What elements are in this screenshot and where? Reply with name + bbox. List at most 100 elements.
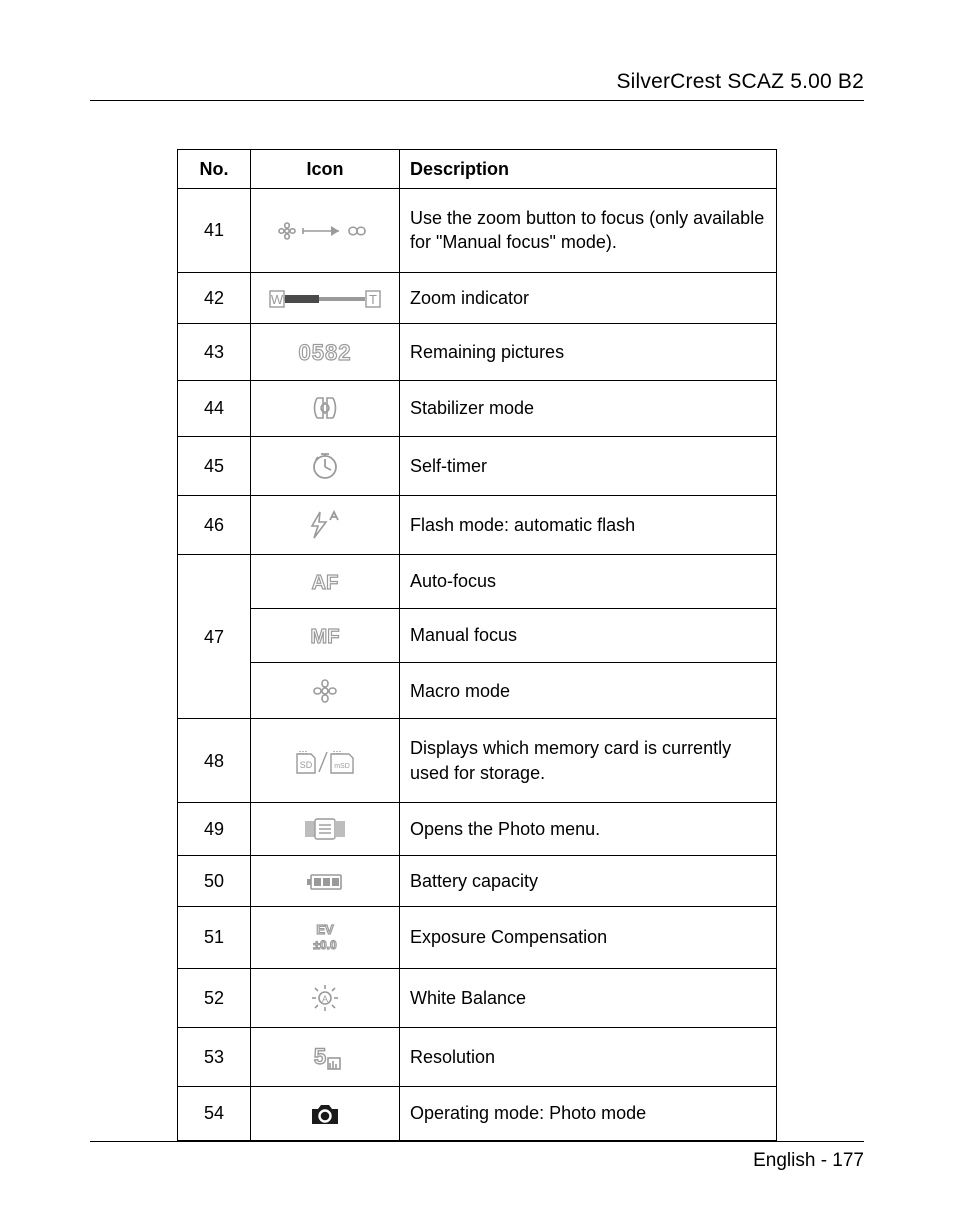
row-no: 50 <box>178 855 251 907</box>
icon-cell <box>251 436 400 495</box>
stabilizer-icon <box>309 394 341 422</box>
counter-value: 0582 <box>299 340 352 365</box>
content-area: No. Icon Description 41 <box>90 101 864 1141</box>
row-no: 48 <box>178 719 251 802</box>
camera-mode-icon <box>309 1101 341 1127</box>
autofocus-icon: AF <box>307 569 343 595</box>
row-no: 45 <box>178 436 251 495</box>
icon-cell <box>251 495 400 554</box>
icon-cell: 0582 <box>251 324 400 380</box>
zoom-indicator-icon: W T <box>269 288 381 310</box>
row-description: Macro mode <box>400 663 777 719</box>
icon-cell: EV ±0.0 <box>251 907 400 969</box>
resolution-label: 5 <box>314 1044 326 1069</box>
table-row: 50 Battery capacity <box>178 855 777 907</box>
svg-text:mSD: mSD <box>334 763 350 770</box>
row-no: 51 <box>178 907 251 969</box>
icon-cell: W T <box>251 272 400 324</box>
photo-menu-icon <box>303 817 347 841</box>
row-no: 42 <box>178 272 251 324</box>
storage-card-icon: SD mSD <box>293 746 357 776</box>
icon-cell <box>251 1086 400 1140</box>
icon-cell <box>251 380 400 436</box>
header: SilverCrest SCAZ 5.00 B2 <box>90 70 864 101</box>
table-row: 48 SD <box>178 719 777 802</box>
zoom-focus-icon <box>277 219 373 243</box>
ev-top-label: EV <box>316 922 334 937</box>
self-timer-icon <box>310 451 340 481</box>
row-description: Manual focus <box>400 609 777 663</box>
remaining-counter-icon: 0582 <box>285 338 365 366</box>
row-no: 54 <box>178 1086 251 1140</box>
flash-auto-icon <box>308 510 342 540</box>
table-row: 41 <box>178 189 777 272</box>
row-description: Exposure Compensation <box>400 907 777 969</box>
row-no: 53 <box>178 1027 251 1086</box>
footer-separator: - <box>821 1150 833 1171</box>
row-description: White Balance <box>400 968 777 1027</box>
mf-label: MF <box>311 626 340 648</box>
table-row: 45 Self-timer <box>178 436 777 495</box>
footer-page-number: 177 <box>832 1150 864 1171</box>
zoom-w-label: W <box>271 292 284 307</box>
row-no: 46 <box>178 495 251 554</box>
table-row: MF Manual focus <box>178 609 777 663</box>
table-row: 49 Opens t <box>178 802 777 855</box>
product-name: SilverCrest SCAZ 5.00 B2 <box>616 70 864 93</box>
row-description: Stabilizer mode <box>400 380 777 436</box>
row-no: 47 <box>178 554 251 719</box>
row-description: Zoom indicator <box>400 272 777 324</box>
row-description: Displays which memory card is currently … <box>400 719 777 802</box>
row-description: Flash mode: automatic flash <box>400 495 777 554</box>
table-row: 53 5 Resolution <box>178 1027 777 1086</box>
battery-icon <box>305 871 345 893</box>
exposure-compensation-icon: EV ±0.0 <box>305 921 345 953</box>
footer: English - 177 <box>90 1141 864 1172</box>
row-description: Self-timer <box>400 436 777 495</box>
manual-focus-icon: MF <box>305 623 345 649</box>
row-no: 41 <box>178 189 251 272</box>
header-icon: Icon <box>251 150 400 189</box>
icon-cell: A <box>251 968 400 1027</box>
table-row: 52 <box>178 968 777 1027</box>
header-description: Description <box>400 150 777 189</box>
row-no: 43 <box>178 324 251 380</box>
af-label: AF <box>312 572 339 594</box>
header-no: No. <box>178 150 251 189</box>
page: SilverCrest SCAZ 5.00 B2 No. Icon Descri… <box>0 0 954 1222</box>
table-row: 43 0582 Remaining pictures <box>178 324 777 380</box>
table-row: 44 Stabilizer mode <box>178 380 777 436</box>
icon-cell <box>251 663 400 719</box>
row-description: Remaining pictures <box>400 324 777 380</box>
table-row: 46 Flash mode: automatic flash <box>178 495 777 554</box>
icon-cell: MF <box>251 609 400 663</box>
table-row: 47 AF Auto-focus <box>178 554 777 608</box>
ev-bottom-label: ±0.0 <box>313 938 337 952</box>
resolution-icon: 5 <box>308 1042 342 1072</box>
row-no: 52 <box>178 968 251 1027</box>
icon-cell: AF <box>251 554 400 608</box>
footer-language: English <box>753 1150 815 1171</box>
icon-cell: 5 <box>251 1027 400 1086</box>
table-header-row: No. Icon Description <box>178 150 777 189</box>
row-description: Battery capacity <box>400 855 777 907</box>
row-description: Use the zoom button to focus (only avail… <box>400 189 777 272</box>
icon-description-table: No. Icon Description 41 <box>177 149 777 1141</box>
row-description: Operating mode: Photo mode <box>400 1086 777 1140</box>
row-description: Resolution <box>400 1027 777 1086</box>
icon-cell <box>251 189 400 272</box>
svg-text:SD: SD <box>300 760 313 770</box>
svg-text:A: A <box>322 994 328 1004</box>
row-description: Auto-focus <box>400 554 777 608</box>
zoom-t-label: T <box>369 292 377 307</box>
table-row: 54 Operating mode: Photo mode <box>178 1086 777 1140</box>
icon-cell: SD mSD <box>251 719 400 802</box>
row-description: Opens the Photo menu. <box>400 802 777 855</box>
white-balance-icon: A <box>310 983 340 1013</box>
table-row: Macro mode <box>178 663 777 719</box>
icon-cell <box>251 802 400 855</box>
row-no: 49 <box>178 802 251 855</box>
table-row: 51 EV ±0.0 Exposure Compensation <box>178 907 777 969</box>
table-row: 42 W T Zoom <box>178 272 777 324</box>
row-no: 44 <box>178 380 251 436</box>
